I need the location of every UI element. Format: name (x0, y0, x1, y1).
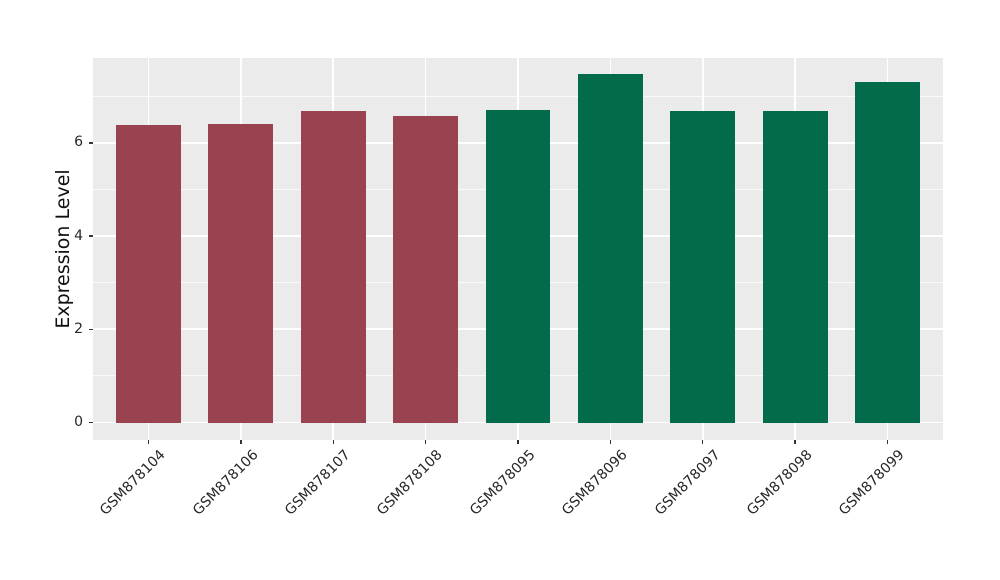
bar-GSM878095 (485, 110, 551, 423)
bar-GSM878106 (208, 124, 274, 423)
bar-GSM878097 (670, 111, 736, 423)
x-tick-label-GSM878104: GSM878104 (97, 447, 169, 519)
x-tick-mark-GSM878104 (147, 440, 150, 444)
bar-GSM878099 (855, 82, 920, 423)
bar-GSM878098 (762, 111, 828, 423)
y-tick-label-2: 2 (74, 320, 83, 337)
x-tick-label-GSM878108: GSM878108 (374, 447, 446, 519)
x-tick-mark-GSM878108 (424, 440, 427, 444)
bar-GSM878107 (300, 111, 366, 423)
x-tick-mark-GSM878106 (240, 440, 242, 444)
x-tick-mark-GSM878096 (609, 440, 612, 444)
y-tick-mark-2 (89, 328, 93, 330)
x-tick-label-GSM878098: GSM878098 (743, 447, 816, 519)
x-tick-mark-GSM878098 (794, 440, 796, 444)
bar-GSM878104 (116, 125, 181, 423)
x-tick-mark-GSM878099 (886, 440, 889, 444)
x-tick-label-GSM878096: GSM878096 (559, 447, 631, 519)
x-tick-label-GSM878097: GSM878097 (651, 447, 724, 519)
x-tick-mark-GSM878097 (702, 440, 704, 444)
x-tick-label-GSM878107: GSM878107 (281, 447, 354, 519)
x-tick-mark-GSM878095 (517, 440, 519, 444)
bar-GSM878108 (393, 115, 458, 423)
x-tick-label-GSM878095: GSM878095 (466, 447, 539, 519)
bar-GSM878096 (578, 74, 643, 423)
x-tick-mark-GSM878107 (332, 440, 334, 444)
x-tick-label-GSM878106: GSM878106 (189, 447, 262, 519)
y-tick-mark-6 (89, 142, 93, 144)
plot-panel (93, 58, 943, 440)
x-tick-label-GSM878099: GSM878099 (836, 447, 908, 519)
y-axis-title: Expression Level (52, 169, 74, 329)
y-tick-label-6: 6 (74, 134, 83, 151)
y-tick-label-4: 4 (74, 227, 83, 244)
y-tick-label-0: 0 (74, 414, 83, 431)
y-tick-mark-0 (89, 421, 93, 424)
y-tick-mark-4 (89, 235, 93, 237)
